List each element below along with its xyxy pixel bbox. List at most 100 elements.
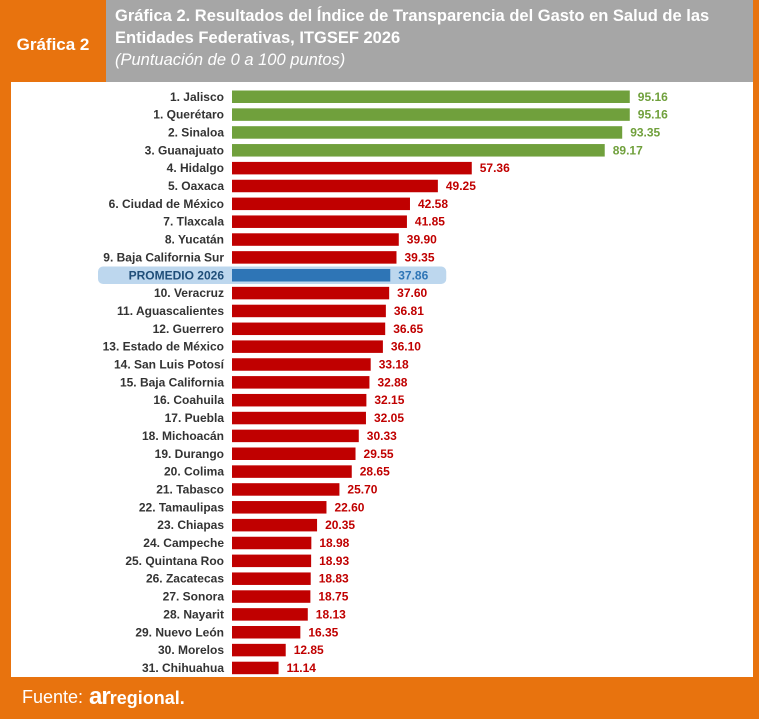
category-label: 10. Veracruz bbox=[154, 286, 224, 300]
bar bbox=[232, 358, 371, 371]
category-label: 4. Hidalgo bbox=[167, 161, 224, 175]
brand-suffix: regional. bbox=[109, 688, 185, 708]
source-label: Fuente: bbox=[22, 686, 84, 707]
bar-chart: 1. Jalisco 95.16 1. Querétaro 95.16 2. Sinal… bbox=[98, 90, 668, 675]
bar bbox=[232, 536, 312, 550]
bar bbox=[232, 108, 630, 121]
bar bbox=[232, 340, 383, 353]
value-label: 32.88 bbox=[377, 375, 407, 389]
chart-subtitle: (Puntuación de 0 a 100 puntos) bbox=[115, 51, 346, 69]
value-label: 22.60 bbox=[334, 500, 364, 514]
value-label: 93.35 bbox=[630, 125, 660, 139]
value-label: 30.33 bbox=[367, 429, 397, 443]
bar bbox=[232, 269, 391, 282]
category-label: 15. Baja California bbox=[120, 375, 224, 389]
value-label: 28.65 bbox=[360, 465, 390, 479]
category-label: 16. Coahuila bbox=[153, 393, 224, 407]
category-label: PROMEDIO 2026 bbox=[129, 268, 225, 282]
category-label: 2. Sinaloa bbox=[168, 125, 224, 139]
value-label: 32.15 bbox=[374, 393, 404, 407]
bar bbox=[232, 447, 356, 460]
source-brand: arregional. bbox=[89, 683, 185, 711]
value-label: 39.35 bbox=[404, 250, 434, 264]
category-label: 11. Aguascalientes bbox=[117, 304, 224, 318]
bar bbox=[232, 251, 397, 264]
chart-header: Gráfica 2. Resultados del Índice de Tran… bbox=[106, 0, 753, 82]
value-label: 33.18 bbox=[379, 358, 409, 372]
value-label: 25.70 bbox=[347, 482, 377, 496]
value-label: 11.14 bbox=[287, 661, 317, 675]
bar bbox=[232, 304, 386, 318]
category-label: 25. Quintana Roo bbox=[125, 554, 224, 568]
bar bbox=[232, 518, 318, 532]
category-label: 22. Tamaulipas bbox=[139, 500, 224, 514]
category-label: 1. Jalisco bbox=[170, 90, 224, 104]
category-label: 29. Nuevo León bbox=[135, 625, 224, 639]
bar bbox=[232, 501, 327, 514]
value-label: 37.86 bbox=[398, 268, 428, 282]
bar bbox=[232, 90, 630, 103]
value-label: 36.10 bbox=[391, 340, 421, 354]
category-label: 1. Querétaro bbox=[153, 108, 224, 122]
value-label: 18.98 bbox=[319, 536, 349, 550]
category-label: 24. Campeche bbox=[143, 536, 224, 550]
bar bbox=[232, 322, 386, 336]
bar bbox=[232, 215, 407, 228]
bar bbox=[232, 626, 301, 639]
value-label: 20.35 bbox=[325, 518, 355, 532]
bar bbox=[232, 197, 410, 211]
value-label: 29.55 bbox=[364, 447, 394, 461]
value-label: 16.35 bbox=[308, 625, 338, 639]
category-label: 9. Baja California Sur bbox=[103, 250, 224, 264]
brand-prefix: ar bbox=[89, 683, 111, 710]
category-label: 8. Yucatán bbox=[165, 233, 224, 247]
category-label: 17. Puebla bbox=[165, 411, 225, 425]
bar bbox=[232, 126, 623, 139]
category-label: 12. Guerrero bbox=[153, 322, 224, 336]
bar bbox=[232, 465, 352, 478]
plot-area: 1. Jalisco 95.16 1. Querétaro 95.16 2. Sinal… bbox=[11, 82, 753, 677]
value-label: 89.17 bbox=[613, 143, 643, 157]
category-label: 21. Tabasco bbox=[156, 482, 224, 496]
bar bbox=[232, 144, 605, 157]
value-label: 18.93 bbox=[319, 554, 349, 568]
bar bbox=[232, 376, 370, 389]
bar bbox=[232, 161, 472, 175]
value-label: 32.05 bbox=[374, 411, 404, 425]
category-label: 30. Morelos bbox=[158, 643, 224, 657]
value-label: 39.90 bbox=[407, 233, 437, 247]
value-label: 41.85 bbox=[415, 215, 445, 229]
value-label: 95.16 bbox=[638, 108, 668, 122]
value-label: 18.83 bbox=[319, 572, 349, 586]
category-label: 7. Tlaxcala bbox=[163, 215, 224, 229]
value-label: 12.85 bbox=[294, 643, 324, 657]
bar bbox=[232, 411, 366, 425]
category-label: 19. Durango bbox=[155, 447, 224, 461]
source-footer: Fuente: arregional. bbox=[22, 680, 185, 714]
value-label: 18.13 bbox=[316, 607, 346, 621]
chart-badge: Gráfica 2 bbox=[0, 0, 106, 89]
value-label: 37.60 bbox=[397, 286, 427, 300]
category-label: 14. San Luis Potosí bbox=[114, 358, 225, 372]
bar bbox=[232, 393, 367, 407]
category-label: 13. Estado de México bbox=[103, 340, 224, 354]
category-label: 6. Ciudad de México bbox=[109, 197, 224, 211]
bar bbox=[232, 590, 311, 603]
bar bbox=[232, 233, 399, 246]
category-label: 20. Colima bbox=[164, 465, 224, 479]
category-label: 26. Zacatecas bbox=[146, 572, 224, 586]
value-label: 57.36 bbox=[480, 161, 510, 175]
value-label: 18.75 bbox=[318, 590, 348, 604]
value-label: 49.25 bbox=[446, 179, 476, 193]
bar bbox=[232, 179, 438, 193]
bar bbox=[232, 286, 390, 300]
bar bbox=[232, 429, 359, 443]
bar bbox=[232, 608, 308, 621]
category-label: 18. Michoacán bbox=[142, 429, 224, 443]
bar bbox=[232, 554, 312, 568]
bar bbox=[232, 572, 311, 585]
category-label: 5. Oaxaca bbox=[168, 179, 224, 193]
value-label: 95.16 bbox=[638, 90, 668, 104]
bar bbox=[232, 661, 279, 675]
